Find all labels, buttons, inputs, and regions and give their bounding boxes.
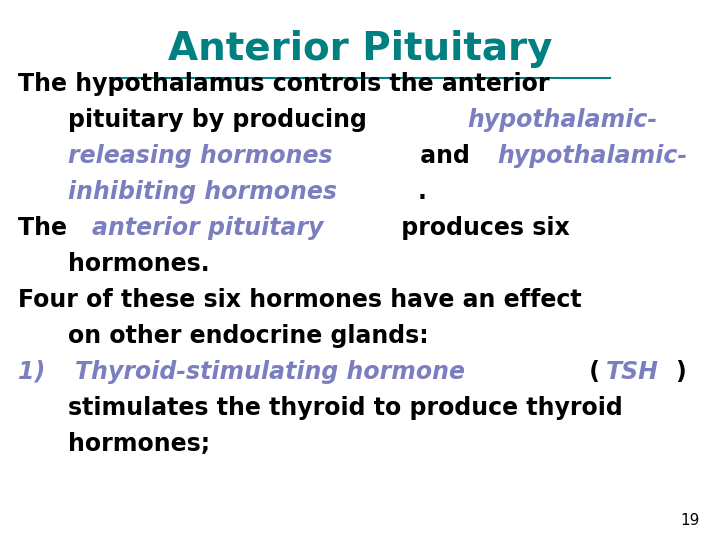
Text: Thyroid-stimulating hormone: Thyroid-stimulating hormone bbox=[75, 360, 465, 384]
Text: (: ( bbox=[581, 360, 600, 384]
Text: 1): 1) bbox=[18, 360, 62, 384]
Text: produces six: produces six bbox=[393, 216, 570, 240]
Text: hypothalamic-: hypothalamic- bbox=[467, 108, 657, 132]
Text: stimulates the thyroid to produce thyroid: stimulates the thyroid to produce thyroi… bbox=[68, 396, 623, 420]
Text: 19: 19 bbox=[680, 513, 700, 528]
Text: Four of these six hormones have an effect: Four of these six hormones have an effec… bbox=[18, 288, 582, 312]
Text: and: and bbox=[412, 144, 478, 168]
Text: The hypothalamus controls the anterior: The hypothalamus controls the anterior bbox=[18, 72, 549, 96]
Text: pituitary by producing: pituitary by producing bbox=[68, 108, 375, 132]
Text: hormones.: hormones. bbox=[68, 252, 210, 276]
Text: releasing hormones: releasing hormones bbox=[68, 144, 333, 168]
Text: .: . bbox=[418, 180, 426, 204]
Text: on other endocrine glands:: on other endocrine glands: bbox=[68, 324, 428, 348]
Text: The: The bbox=[18, 216, 76, 240]
Text: hormones;: hormones; bbox=[68, 432, 210, 456]
Text: anterior pituitary: anterior pituitary bbox=[92, 216, 324, 240]
Text: Anterior Pituitary: Anterior Pituitary bbox=[168, 30, 552, 68]
Text: ): ) bbox=[675, 360, 685, 384]
Text: hypothalamic-: hypothalamic- bbox=[498, 144, 688, 168]
Text: inhibiting hormones: inhibiting hormones bbox=[68, 180, 337, 204]
Text: TSH: TSH bbox=[606, 360, 659, 384]
